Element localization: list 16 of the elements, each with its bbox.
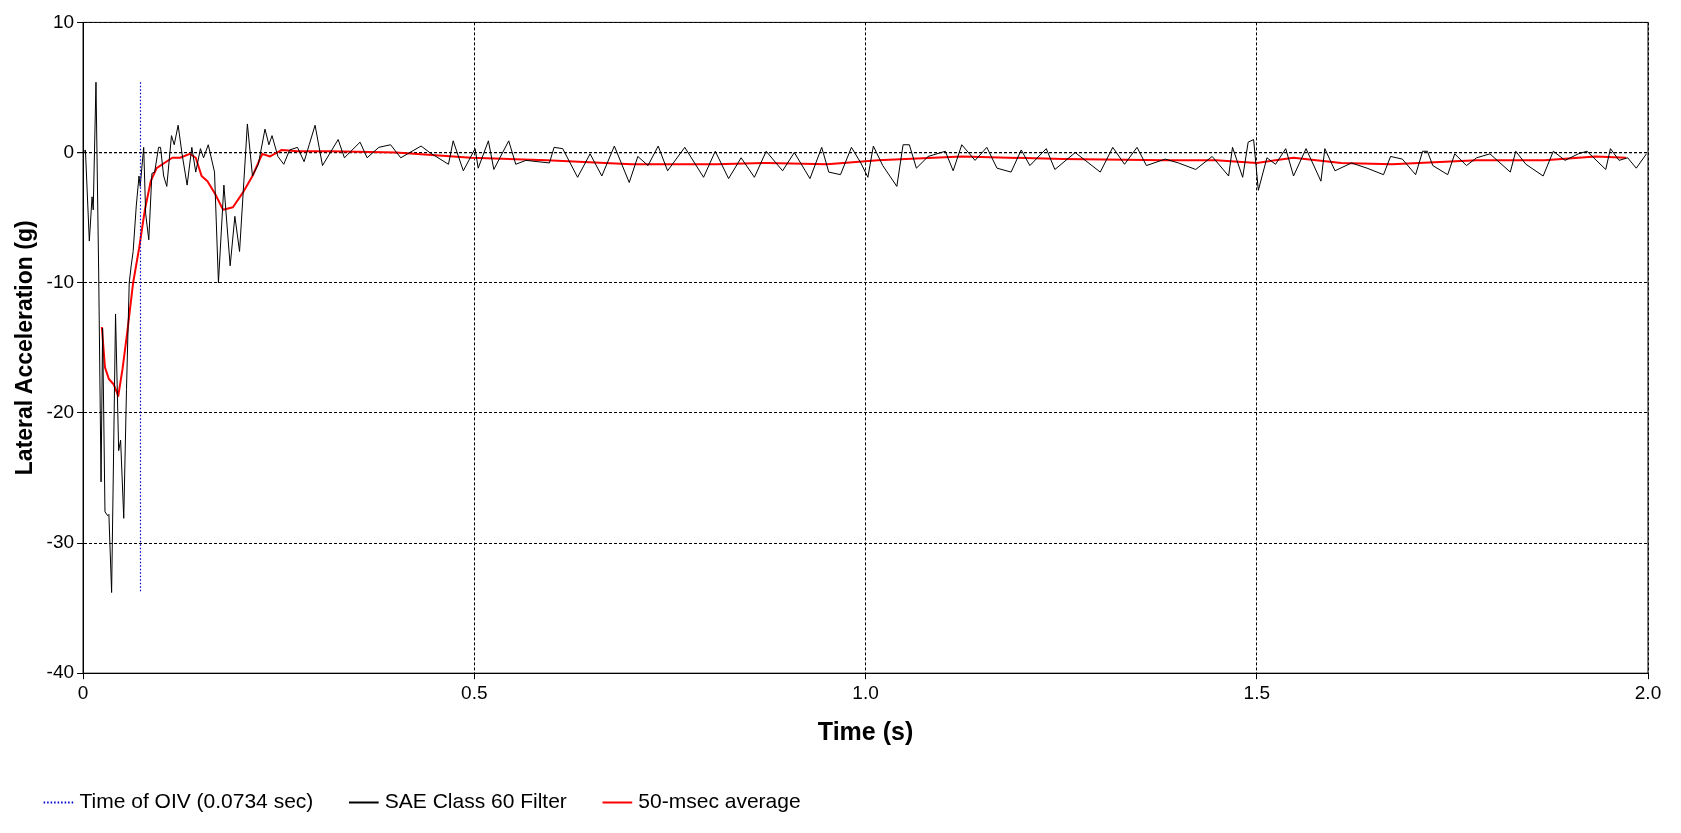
y-axis-title: Lateral Acceleration (g) [11,220,38,476]
y-tick-label: 10 [52,10,75,32]
legend-label: Time of OIV (0.0734 sec) [79,789,314,813]
legend-label: SAE Class 60 Filter [384,789,567,813]
y-tick-label: -40 [46,661,75,683]
x-tick-label: 0.5 [461,681,488,703]
x-tick-label: 2.0 [1634,681,1662,703]
y-tick-label: -30 [46,531,75,553]
y-tick-label: -20 [46,401,75,423]
x-tick-label: 1.5 [1243,681,1270,703]
y-tick-label: 0 [63,140,75,162]
y-tick-label: -10 [46,270,75,292]
x-tick-label: 1.0 [852,681,879,703]
x-tick-label: 0 [77,681,89,703]
x-axis-title: Time (s) [817,716,914,745]
legend-label: 50-msec average [638,789,801,813]
